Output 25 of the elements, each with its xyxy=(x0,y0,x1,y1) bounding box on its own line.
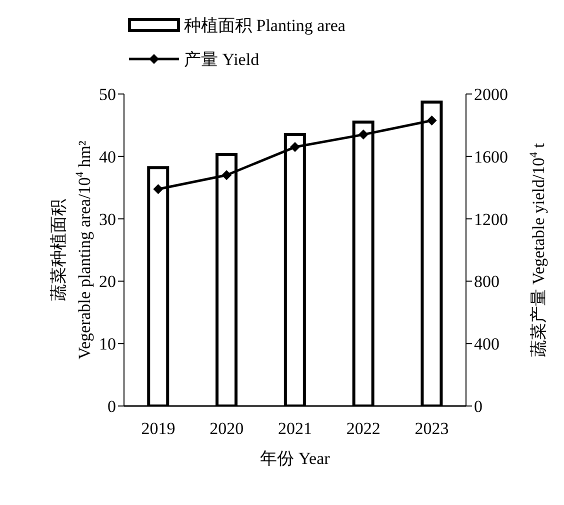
point xyxy=(153,184,164,194)
legend-label: 产量 Yield xyxy=(184,48,260,70)
y2-tick-label: 0 xyxy=(474,397,482,416)
y2-tick-label: 400 xyxy=(474,334,500,354)
y2-tick-label: 2000 xyxy=(474,85,508,104)
x-tick-label: 2020 xyxy=(210,419,244,438)
y2-tick-label: 1200 xyxy=(474,210,508,229)
y2-tick-label: 800 xyxy=(474,272,500,292)
x-axis-title: 年份 Year xyxy=(260,449,330,468)
y-tick-label: 30 xyxy=(99,210,116,229)
x-tick-label: 2022 xyxy=(346,419,380,438)
y-tick-label: 50 xyxy=(99,85,116,104)
point xyxy=(358,130,368,140)
x-tick-label: 2021 xyxy=(278,419,312,438)
y-tick-label: 0 xyxy=(108,397,116,416)
y2-tick-label: 1600 xyxy=(474,147,508,166)
point xyxy=(222,170,232,180)
x-tick-label: 2023 xyxy=(414,419,449,438)
point xyxy=(290,142,300,152)
legend-label: 种植面积 Planting area xyxy=(184,14,346,36)
y-tick-label: 20 xyxy=(99,272,116,292)
y-tick-label: 10 xyxy=(99,334,116,354)
x-tick-label: 2019 xyxy=(141,419,176,438)
point xyxy=(426,116,437,126)
y-tick-label: 40 xyxy=(99,147,116,166)
